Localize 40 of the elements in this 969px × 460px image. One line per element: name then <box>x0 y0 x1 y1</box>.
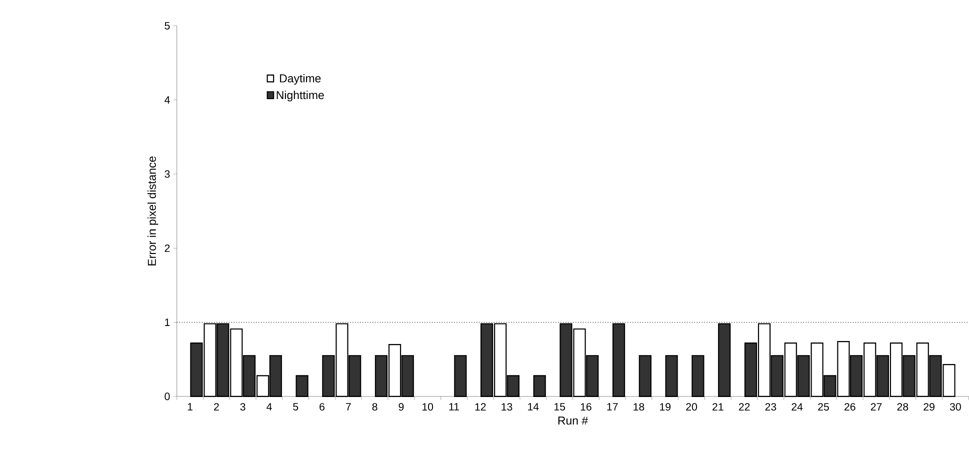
x-tick-label: 6 <box>320 403 324 411</box>
x-tick-label: 27 <box>870 403 882 410</box>
x-tick-label: 7 <box>346 403 351 410</box>
x-tick-label: 24 <box>792 403 803 410</box>
legend-label: Daytime <box>280 74 321 85</box>
x-tick-label: 23 <box>765 403 776 411</box>
y-tick-label: 4 <box>164 96 170 104</box>
x-tick-label: 13 <box>502 403 512 411</box>
x-tick-label: 17 <box>607 403 618 410</box>
x-tick-label: 4 <box>266 403 272 410</box>
x-tick-label: 3 <box>240 403 246 411</box>
y-axis-title: Error in pixel distance <box>148 156 158 266</box>
x-tick-label: 5 <box>293 403 298 410</box>
x-tick-label: 1 <box>188 403 192 410</box>
x-tick-label: 8 <box>372 403 378 411</box>
x-tick-label: 15 <box>554 403 565 410</box>
x-tick-label: 14 <box>528 403 539 410</box>
x-tick-label: 2 <box>214 403 219 410</box>
x-tick-label: 22 <box>738 403 750 410</box>
x-tick-label: 9 <box>398 403 404 411</box>
x-tick-label: 25 <box>818 403 829 411</box>
x-tick-label: 21 <box>712 403 724 410</box>
x-tick-label: 26 <box>844 403 856 411</box>
y-tick-label: 5 <box>164 22 170 30</box>
x-tick-label: 19 <box>660 403 671 411</box>
x-tick-label: 16 <box>580 403 592 411</box>
x-tick-label: 11 <box>449 403 459 410</box>
x-tick-label: 29 <box>924 403 934 411</box>
x-tick-label: 12 <box>475 403 486 410</box>
y-tick-label: 2 <box>164 244 170 252</box>
y-tick-label: 0 <box>164 392 170 400</box>
legend-label: Nighttime <box>276 90 324 102</box>
x-tick-label: 28 <box>897 403 908 411</box>
x-tick-label: 20 <box>686 403 698 411</box>
y-tick-label: 1 <box>165 318 170 326</box>
y-tick-label: 3 <box>164 170 170 178</box>
x-tick-label: 30 <box>950 403 961 411</box>
x-tick-label: 10 <box>422 403 434 411</box>
x-axis-title: Run # <box>558 416 588 425</box>
x-tick-label: 18 <box>634 403 644 411</box>
